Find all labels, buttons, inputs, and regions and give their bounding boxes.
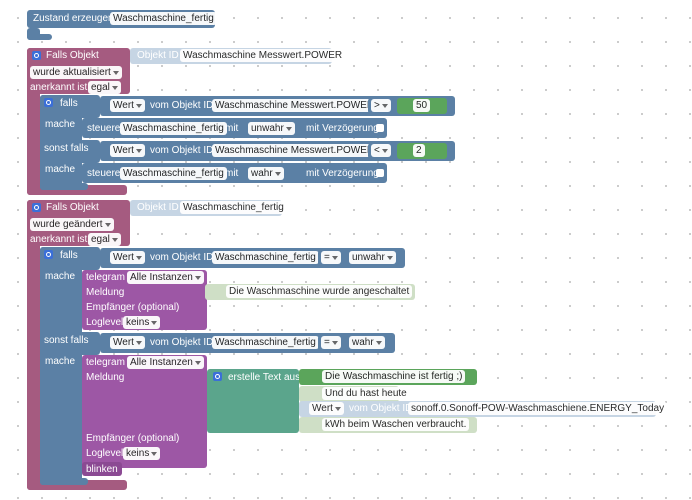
dropdown-field[interactable]: wurde geändert <box>30 218 114 231</box>
text-field[interactable]: sonoff.0.Sonoff-POW-Waschmaschiene.ENERG… <box>408 402 668 415</box>
block-label: Meldung <box>86 372 125 383</box>
dropdown-field[interactable]: keins <box>123 447 161 460</box>
dropdown-field[interactable]: wahr <box>349 336 385 349</box>
block-label: Objekt ID <box>137 50 179 61</box>
text-field[interactable]: Waschmaschine_fertig <box>120 122 227 135</box>
gear-icon <box>32 51 41 60</box>
text-field[interactable]: Die Waschmaschine ist fertig ;) <box>322 370 466 383</box>
gear-icon <box>44 98 53 107</box>
block-label: erstelle Text aus <box>228 372 301 383</box>
dropdown-field[interactable]: = <box>321 336 341 349</box>
text-join-block <box>207 369 299 433</box>
block-label: telegram <box>86 272 125 283</box>
block-label: vom Objekt ID <box>150 252 214 263</box>
if-block-elseif <box>40 332 100 355</box>
dropdown-field[interactable]: Wert <box>309 402 344 415</box>
block-label: mache <box>45 164 76 175</box>
gear-icon <box>32 203 41 212</box>
if-lip <box>40 183 88 190</box>
dropdown-field[interactable]: > <box>371 99 391 112</box>
text-field[interactable]: Waschmaschine Messwert.POWER <box>212 99 378 112</box>
text-field[interactable]: 2 <box>413 144 425 157</box>
dropdown-field[interactable]: = <box>321 251 341 264</box>
block-label: steuere <box>87 168 121 179</box>
trigger-lip <box>27 185 127 195</box>
text-field[interactable]: Und du hast heute <box>322 387 410 400</box>
block-label: mit <box>225 123 239 134</box>
block-label: sonst falls <box>44 143 89 154</box>
block-label: mit Verzögerung <box>306 168 379 179</box>
block-label: mache <box>45 356 76 367</box>
dropdown-field[interactable]: keins <box>123 316 161 329</box>
block-label: telegram <box>86 357 125 368</box>
block-label: vom Objekt ID <box>349 403 413 414</box>
text-field[interactable]: Waschmaschine_fertig <box>120 167 227 180</box>
block-label: anerkannt ist <box>30 82 88 93</box>
if-block-elseif <box>40 140 100 163</box>
dropdown-field[interactable]: Wert <box>110 336 145 349</box>
trigger-bar <box>27 48 40 195</box>
text-field[interactable]: Waschmaschine_fertig <box>180 201 287 214</box>
text-field[interactable]: Waschmaschine_fertig <box>110 12 217 25</box>
blink-block <box>82 462 122 476</box>
dropdown-field[interactable]: unwahr <box>248 122 295 135</box>
text-field[interactable]: Waschmaschine Messwert.POWER <box>180 49 346 62</box>
block-label: mit <box>225 168 239 179</box>
block-label: blinken <box>86 464 118 475</box>
dropdown-field[interactable]: Alle Instanzen <box>127 271 204 284</box>
block-label: falls <box>60 250 78 261</box>
dropdown-field[interactable]: Alle Instanzen <box>127 356 204 369</box>
block-label: Falls Objekt <box>46 202 99 213</box>
trigger-bar <box>27 200 40 490</box>
block-label: falls <box>60 98 78 109</box>
text-field[interactable]: Die Waschmaschine wurde angeschaltet <box>226 285 413 298</box>
block-label: anerkannt ist <box>30 234 88 245</box>
block-label: mache <box>45 271 76 282</box>
dropdown-field[interactable]: egal <box>88 233 121 246</box>
gear-icon <box>213 372 222 381</box>
block-label: mit Verzögerung <box>306 123 379 134</box>
delay-checkbox[interactable] <box>376 169 384 177</box>
gear-icon <box>44 250 53 259</box>
dropdown-field[interactable]: wahr <box>248 167 284 180</box>
if-lip <box>40 478 88 485</box>
block-label: vom Objekt ID <box>150 145 214 156</box>
trigger-lip <box>27 480 127 490</box>
block-label: Zustand erzeugen <box>33 13 114 24</box>
text-field[interactable]: kWh beim Waschen verbraucht. <box>322 418 470 431</box>
block-label: vom Objekt ID <box>150 100 214 111</box>
dropdown-field[interactable]: Wert <box>110 251 145 264</box>
dropdown-field[interactable]: Wert <box>110 99 145 112</box>
block-label: Empfänger (optional) <box>86 433 180 444</box>
block-label: Loglevel <box>86 317 124 328</box>
block-label: Empfänger (optional) <box>86 302 180 313</box>
delay-checkbox[interactable] <box>376 124 384 132</box>
block-label: vom Objekt ID <box>150 337 214 348</box>
block-label: mache <box>45 119 76 130</box>
dropdown-field[interactable]: wurde aktualisiert <box>30 66 122 79</box>
block-label: Falls Objekt <box>46 50 99 61</box>
text-field[interactable]: Waschmaschine Messwert.POWER <box>212 144 378 157</box>
block-label: sonst falls <box>44 335 89 346</box>
text-field[interactable]: Waschmaschine_fertig <box>212 336 319 349</box>
state-block-lip <box>27 34 52 40</box>
dropdown-field[interactable]: Wert <box>110 144 145 157</box>
block-label: Loglevel <box>86 448 124 459</box>
block-label: steuere <box>87 123 121 134</box>
dropdown-field[interactable]: unwahr <box>349 251 396 264</box>
dropdown-field[interactable]: < <box>371 144 391 157</box>
block-label: Meldung <box>86 287 125 298</box>
block-label: Objekt ID <box>137 202 179 213</box>
dropdown-field[interactable]: egal <box>88 81 121 94</box>
if-bar <box>40 247 82 485</box>
text-field[interactable]: 50 <box>413 99 431 112</box>
text-field[interactable]: Waschmaschine_fertig <box>212 251 319 264</box>
